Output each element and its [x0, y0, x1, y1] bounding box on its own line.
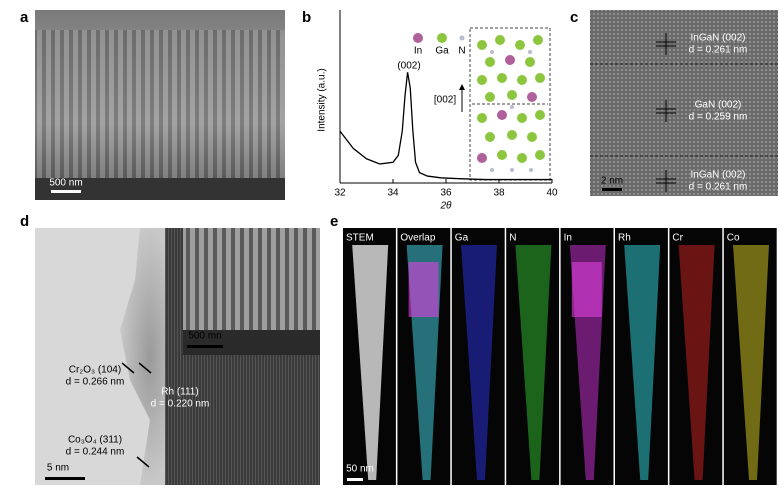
eds-maps: STEM Overlap Ga N In Rh Cr Co — [343, 228, 777, 485]
scale-bar — [51, 190, 81, 193]
scale-bar — [602, 188, 622, 191]
spacing-label: d = 0.261 nm — [689, 182, 748, 193]
map-label: In — [564, 233, 572, 244]
rod-signal — [624, 245, 661, 480]
rod-signal — [352, 245, 389, 480]
map-label: Cr — [672, 233, 683, 244]
panel-label: d — [20, 213, 29, 230]
phase-label: InGaN (002) — [690, 170, 745, 181]
indium-band — [408, 262, 439, 317]
x-tick-label: 40 — [546, 188, 558, 199]
sem-texture — [35, 30, 285, 180]
inset-base — [183, 330, 320, 355]
spacing-label: d = 0.266 nm — [66, 377, 125, 388]
xrd-chart: b Intensity (a.u.) 2θ (002) [002] 32 34 36… — [302, 9, 558, 212]
phase-label: Cr₂O₃ (104) — [69, 365, 121, 376]
scale-bar-label: 500 nm — [49, 178, 82, 189]
phase-label: Rh (111) — [161, 387, 198, 398]
spacing-label: d = 0.259 nm — [689, 112, 748, 123]
legend-swatch — [437, 33, 447, 43]
map-label: Overlap — [400, 233, 435, 244]
scale-bar-label: 50 nm — [346, 464, 374, 475]
panel-label: e — [330, 213, 338, 230]
spacing-marker — [136, 456, 150, 468]
map-label: N — [509, 233, 516, 244]
map-label: Rh — [618, 233, 631, 244]
rod-signal — [733, 245, 769, 480]
legend-swatch — [459, 35, 465, 41]
inset-scale-bar-label: 500 mn — [188, 331, 221, 342]
rod-signal — [678, 245, 715, 480]
sem-base — [35, 178, 285, 200]
indium-band — [571, 262, 602, 317]
xrd-curve — [339, 72, 552, 181]
x-tick-label: 38 — [493, 188, 505, 199]
x-tick-label: 36 — [440, 188, 452, 199]
direction-label: [002] — [434, 95, 456, 106]
scale-bar-label: 5 nm — [47, 463, 69, 474]
legend-label: N — [458, 46, 465, 57]
annotations: Cr₂O₃ (104)d = 0.266 nm Rh (111)d = 0.220… — [66, 362, 210, 468]
rod-signal — [515, 245, 552, 480]
scale-bar — [45, 477, 85, 480]
x-axis-label: 2θ — [440, 201, 453, 212]
phase-label: GaN (002) — [695, 100, 742, 111]
map-label: Ga — [455, 233, 469, 244]
phase-label: Co₃O₄ (311) — [68, 435, 122, 446]
map-label: STEM — [346, 233, 374, 244]
crystal-structure — [472, 35, 548, 172]
spacing-marker — [138, 362, 152, 374]
x-tick-label: 32 — [334, 188, 346, 199]
scale-bar-label: 2 nm — [601, 176, 623, 187]
spacing-label: d = 0.220 nm — [151, 399, 210, 410]
phase-label: InGaN (002) — [690, 33, 745, 44]
x-tick-label: 34 — [387, 188, 399, 199]
rod-signal — [461, 245, 497, 480]
direction-arrowhead — [459, 84, 465, 90]
legend-label: Ga — [435, 46, 449, 57]
y-axis-label: Intensity (a.u.) — [317, 68, 328, 131]
panel-label: a — [20, 9, 29, 26]
spacing-label: d = 0.261 nm — [689, 45, 748, 56]
spacing-marker — [121, 362, 135, 374]
inset-scale-bar — [187, 345, 223, 348]
map-label: Co — [727, 233, 740, 244]
panel-label: b — [302, 9, 311, 26]
spacing-label: d = 0.244 nm — [66, 447, 125, 458]
hrtem-image — [590, 10, 778, 196]
legend-label: In — [414, 46, 422, 57]
scale-bar — [347, 478, 363, 481]
legend-swatch — [413, 33, 423, 43]
peak-label: (002) — [397, 61, 420, 72]
panel-label: c — [570, 9, 578, 26]
